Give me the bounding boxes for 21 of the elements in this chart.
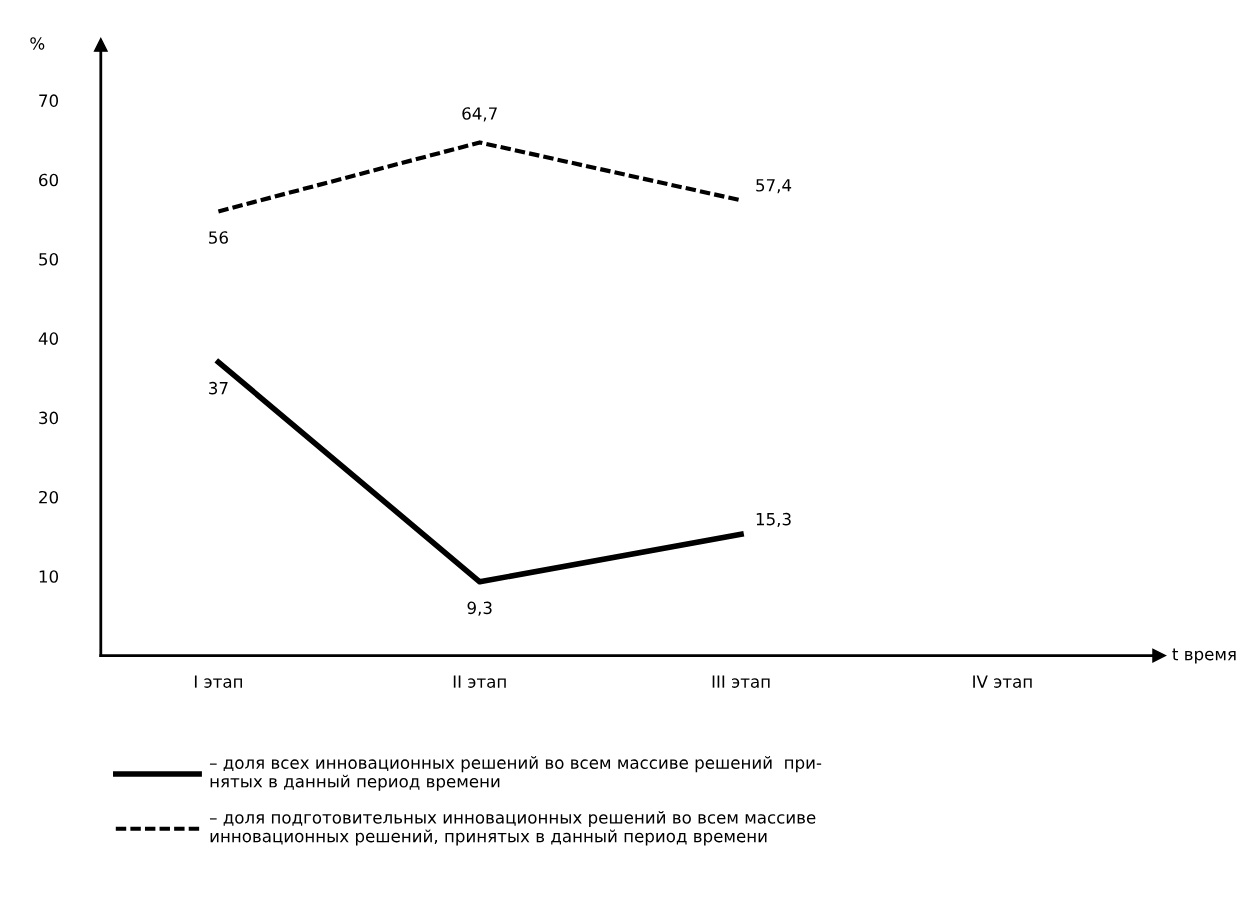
data-label: 64,7 <box>462 107 497 122</box>
legend-label: – доля подготовительных инновационных решений во всем массиве инновационных решений, принятых в данный период времени <box>209 810 816 846</box>
data-label: 37 <box>209 381 228 395</box>
x-tick-label: I этап <box>194 675 242 688</box>
y-tick-label: 30 <box>39 411 59 425</box>
x-axis-title: t время <box>1172 648 1236 664</box>
y-tick-label: 10 <box>39 570 59 583</box>
x-tick-label: IV этап <box>973 675 1032 688</box>
data-label: 57,4 <box>756 179 792 194</box>
data-label: 56 <box>209 231 228 244</box>
x-tick-label: III этап <box>712 675 770 688</box>
y-tick-label: 20 <box>39 490 59 504</box>
y-tick-label: 40 <box>38 332 59 345</box>
y-axis-title: % <box>30 37 45 50</box>
legend-label: – доля всех инновационных решений во всем массиве решений при- нятых в данный период времени <box>209 756 822 791</box>
data-label: 9,3 <box>467 601 492 616</box>
y-tick-label: 50 <box>39 252 59 266</box>
data-label: 15,3 <box>756 512 791 528</box>
y-tick-label: 70 <box>39 94 59 107</box>
x-tick-label: II этап <box>453 675 506 688</box>
y-tick-label: 60 <box>39 173 59 187</box>
